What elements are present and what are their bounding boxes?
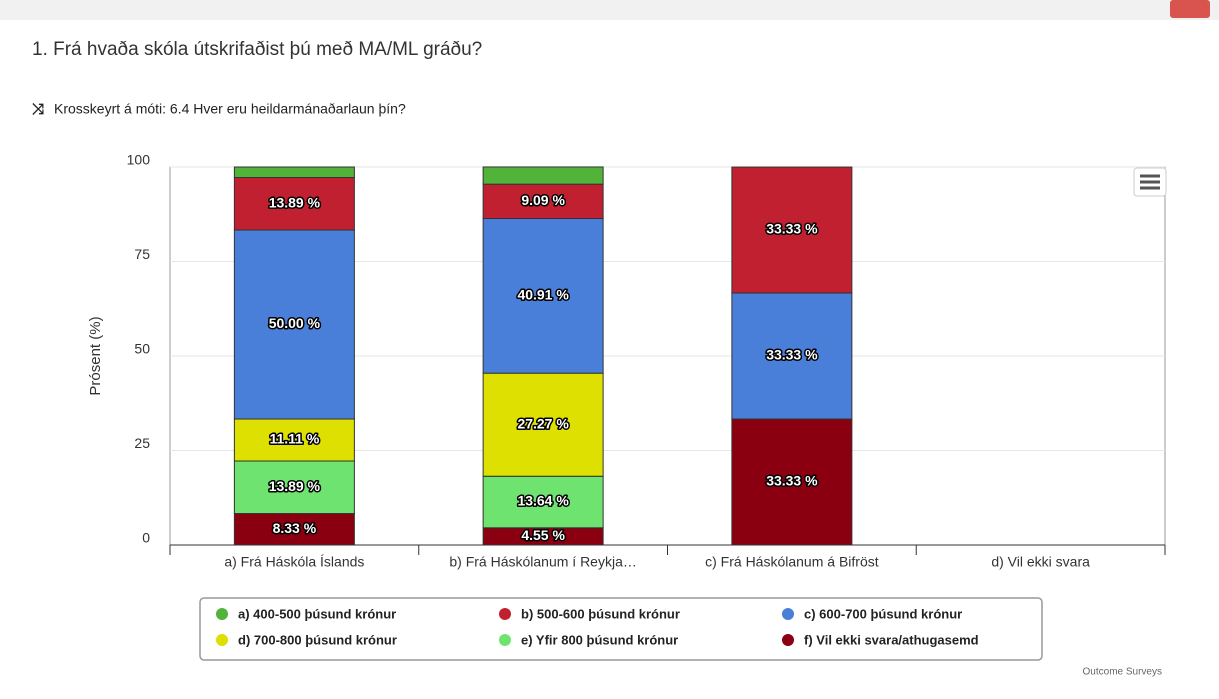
data-label: 40.91 % bbox=[517, 287, 569, 303]
legend-label: b) 500-600 þúsund krónur bbox=[521, 606, 680, 621]
y-tick-label: 75 bbox=[134, 246, 150, 262]
credit: Outcome Surveys bbox=[1083, 667, 1162, 678]
y-tick-label: 100 bbox=[127, 152, 151, 168]
bar-segment bbox=[233, 166, 355, 179]
data-label: 11.11 % bbox=[269, 431, 319, 447]
data-label: 13.89 % bbox=[269, 194, 321, 210]
data-label: 13.64 % bbox=[517, 493, 569, 509]
data-label: 27.27 % bbox=[517, 415, 569, 431]
data-label: 9.09 % bbox=[521, 192, 565, 208]
bar-segment bbox=[233, 177, 355, 231]
data-label: 4.55 % bbox=[521, 527, 565, 543]
legend-label: e) Yfir 800 þúsund krónur bbox=[521, 632, 678, 647]
bar-segment bbox=[731, 292, 853, 420]
x-tick-label: d) Vil ekki svara bbox=[991, 554, 1090, 570]
legend-marker bbox=[216, 634, 228, 646]
x-tick-label: a) Frá Háskóla Íslands bbox=[224, 554, 364, 570]
y-tick-label: 50 bbox=[134, 341, 150, 357]
bar-segment bbox=[482, 372, 604, 477]
x-tick-label: c) Frá Háskólanum á Bifröst bbox=[705, 554, 879, 570]
legend-marker bbox=[499, 608, 511, 620]
close-button[interactable] bbox=[1170, 0, 1210, 18]
bar-segment bbox=[731, 166, 853, 294]
legend-label: c) 600-700 þúsund krónur bbox=[804, 606, 962, 621]
chart-title: 1. Frá hvaða skóla útskrifaðist þú með M… bbox=[32, 39, 482, 60]
data-label: 50.00 % bbox=[269, 315, 321, 331]
crosstab-icon: ⤨ bbox=[32, 101, 44, 118]
data-label: 33.33 % bbox=[766, 347, 818, 363]
data-label: 8.33 % bbox=[273, 520, 317, 536]
x-tick-label: b) Frá Háskólanum í Reykja… bbox=[449, 554, 637, 570]
data-label: 33.33 % bbox=[766, 221, 818, 237]
y-tick-label: 0 bbox=[142, 530, 150, 546]
legend-marker bbox=[782, 608, 794, 620]
data-label: 13.89 % bbox=[269, 478, 321, 494]
legend-label: f) Vil ekki svara/athugasemd bbox=[804, 632, 979, 647]
menu-button[interactable] bbox=[1133, 167, 1167, 197]
y-axis-label: Prósent (%) bbox=[87, 316, 104, 395]
legend-label: d) 700-800 þúsund krónur bbox=[238, 632, 397, 647]
legend-marker bbox=[216, 608, 228, 620]
bar-segment bbox=[482, 183, 604, 220]
bar-segment bbox=[233, 513, 355, 546]
data-label: 33.33 % bbox=[766, 473, 818, 489]
card bbox=[14, 20, 1219, 699]
chart-subtitle: Krosskeyrt á móti: 6.4 Hver eru heildarm… bbox=[54, 101, 406, 117]
bar-segment bbox=[233, 460, 355, 515]
legend-marker bbox=[499, 634, 511, 646]
y-tick-label: 25 bbox=[134, 435, 150, 451]
bar-segment bbox=[731, 418, 853, 546]
bar-segment bbox=[482, 166, 604, 185]
bar-segment bbox=[233, 418, 355, 462]
bar-segment bbox=[482, 218, 604, 374]
legend-marker bbox=[782, 634, 794, 646]
legend-label: a) 400-500 þúsund krónur bbox=[238, 606, 396, 621]
top-strip bbox=[0, 0, 1219, 20]
bar-segment bbox=[233, 229, 355, 420]
legend-box bbox=[199, 597, 1043, 661]
